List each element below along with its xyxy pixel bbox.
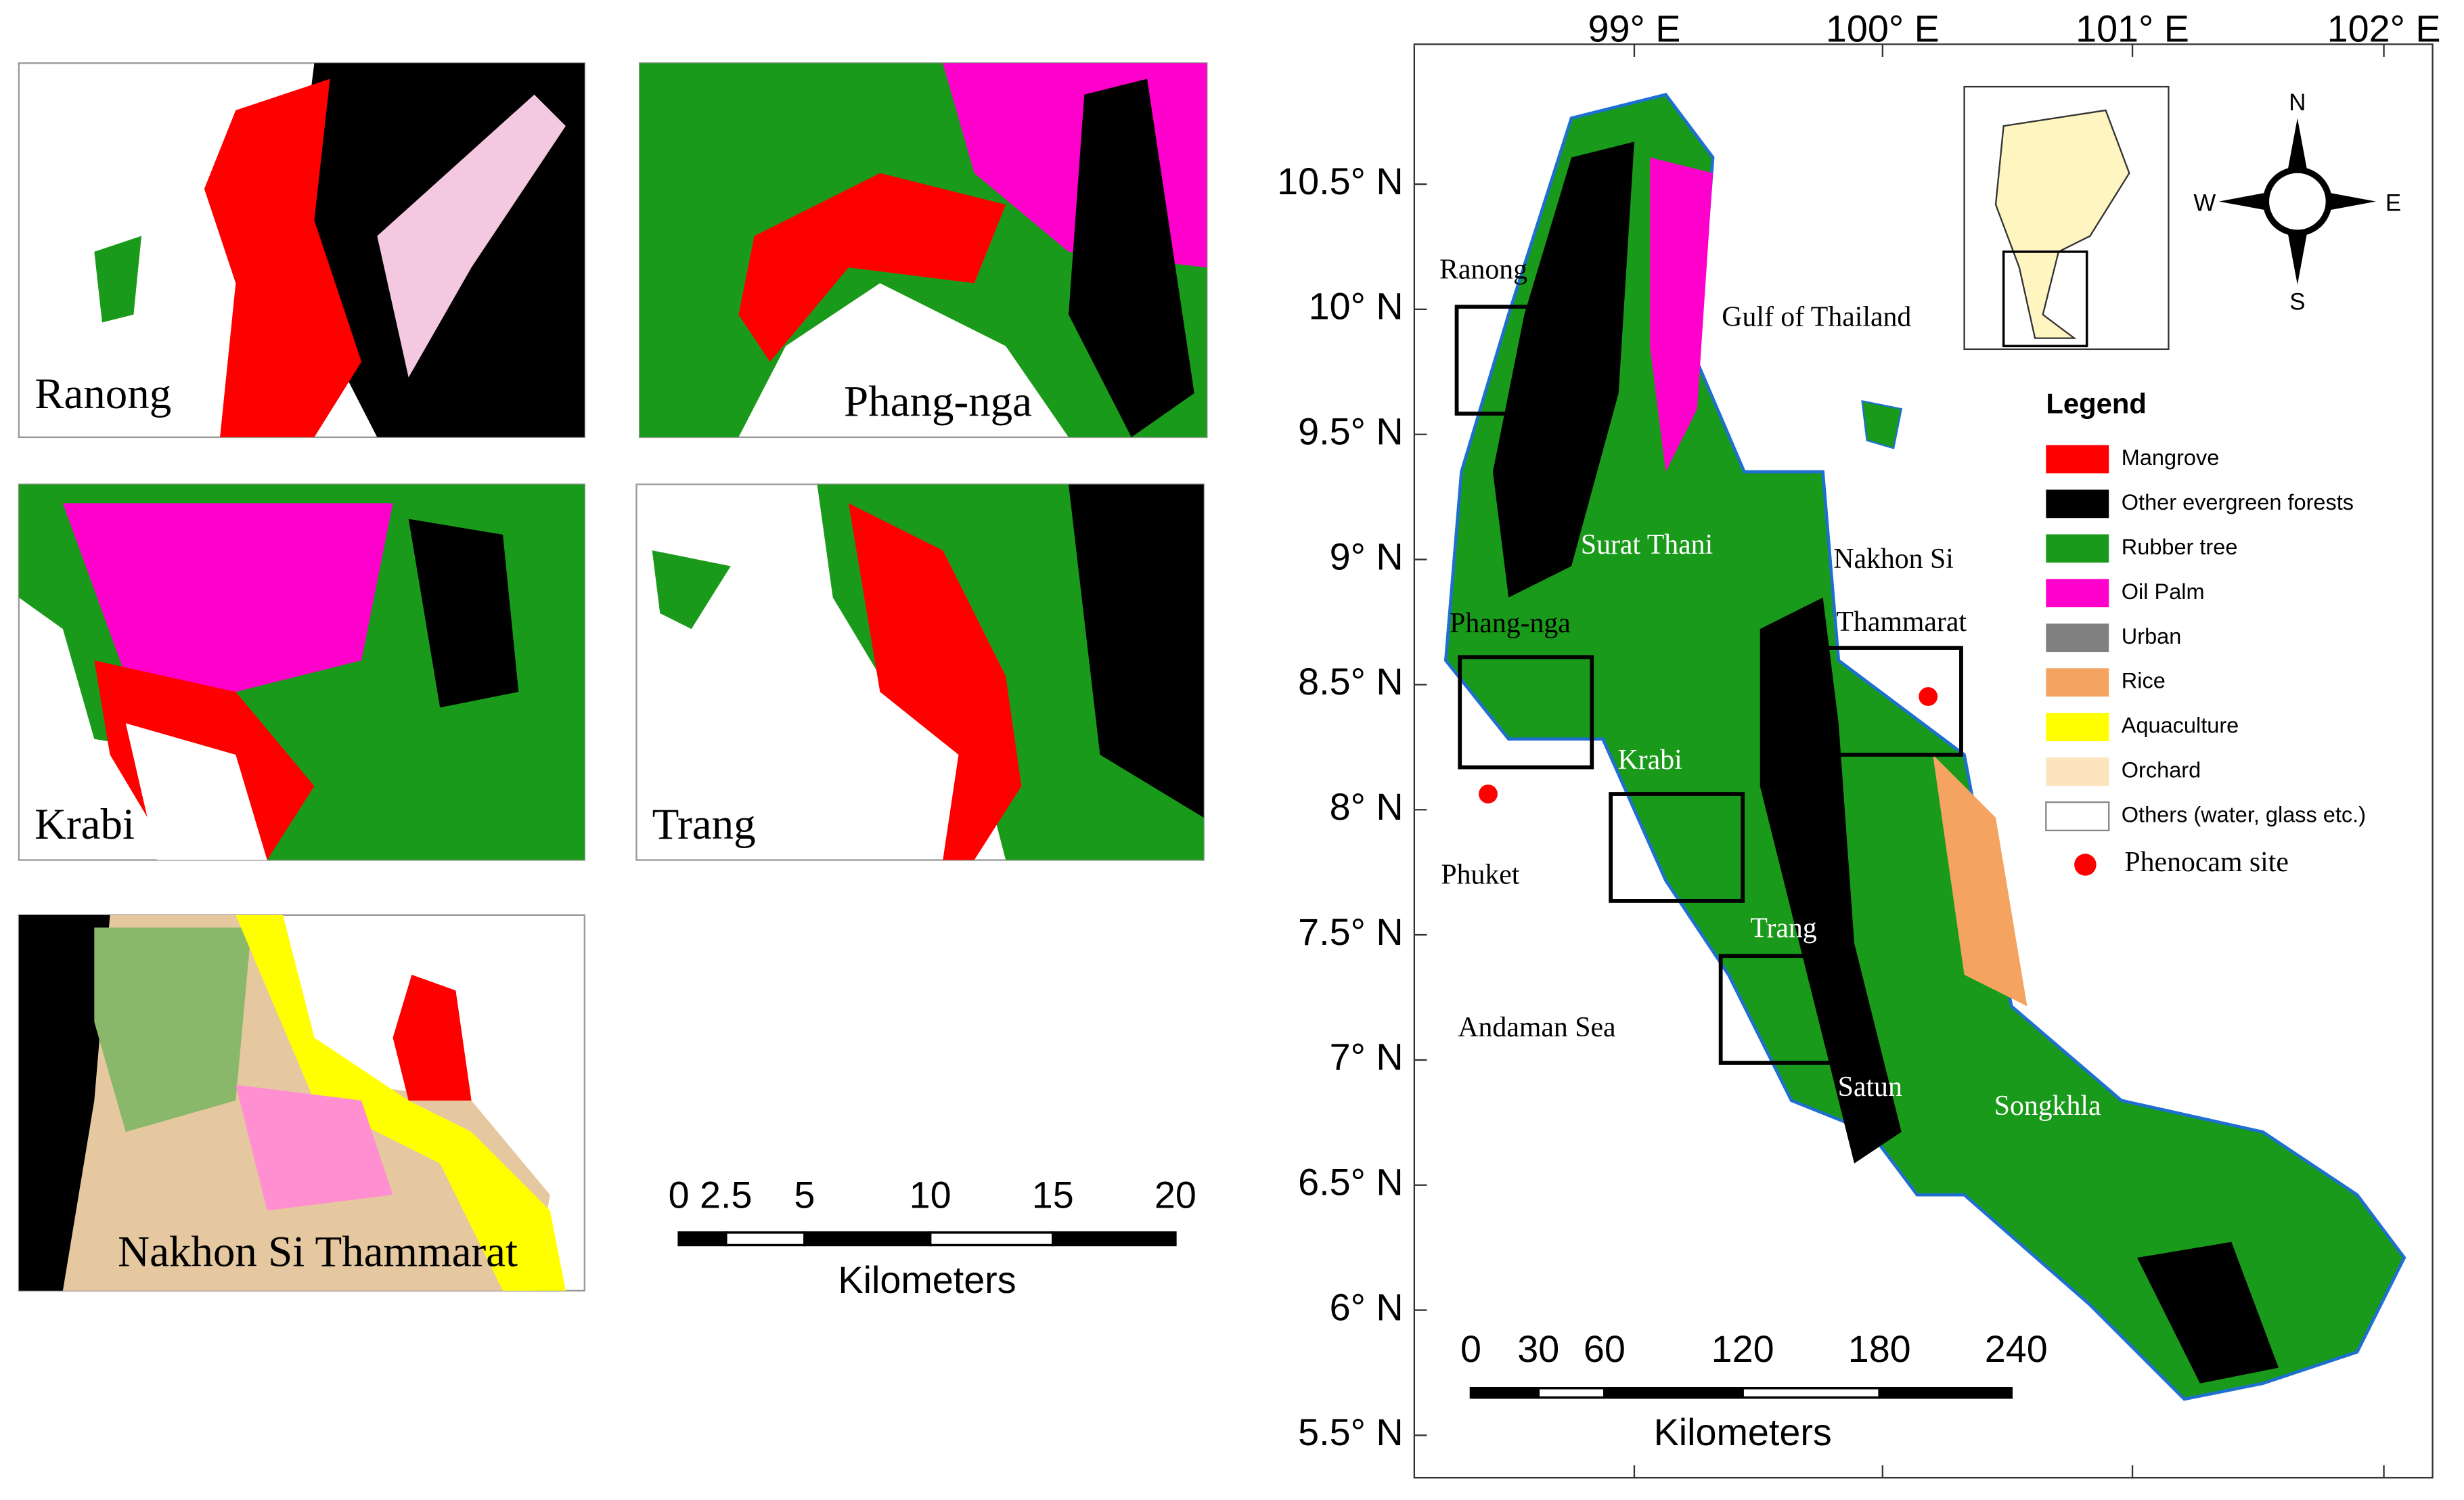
legend-label: Rice — [2122, 669, 2166, 693]
scale-segment — [677, 1231, 727, 1247]
legend-swatch — [2046, 623, 2109, 653]
scale-segment — [1603, 1387, 1744, 1399]
scale-segment — [1878, 1387, 2013, 1399]
inset-label: Phang-nga — [844, 377, 1032, 426]
scale-unit: Kilometers — [838, 1259, 1016, 1301]
lon-label: 102° E — [2327, 8, 2441, 50]
inset-label: Krabi — [35, 800, 135, 849]
place-label: Thammarat — [1836, 606, 1967, 638]
place-label: Surat Thani — [1581, 529, 1713, 560]
legend-swatch — [2046, 757, 2109, 786]
legend-title: Legend — [2046, 388, 2147, 420]
compass-letter: S — [2289, 289, 2305, 315]
lat-label: 7° N — [1330, 1036, 1404, 1078]
place-label: Songkhla — [1994, 1090, 2101, 1122]
legend-marker — [2074, 854, 2097, 876]
legend-label: Others (water, glass etc.) — [2122, 803, 2366, 827]
scale-tick-label: 15 — [1032, 1174, 1074, 1216]
lat-label: 8° N — [1330, 786, 1404, 828]
inset-label: Nakhon Si Thammarat — [118, 1228, 518, 1277]
scale-segment — [1537, 1387, 1606, 1399]
scale-tick-label: 0 — [669, 1174, 690, 1216]
place-label: Satun — [1838, 1072, 1902, 1103]
compass-letter: E — [2385, 190, 2401, 216]
place-label: Nakhon Si — [1833, 544, 1954, 575]
compass-letter: N — [2289, 89, 2306, 116]
scale-tick-label: 2.5 — [700, 1174, 752, 1216]
legend-label: Orchard — [2122, 758, 2201, 782]
legend-swatch — [2046, 534, 2109, 563]
legend-swatch — [2046, 713, 2109, 741]
scale-tick-label: 180 — [1848, 1328, 1911, 1370]
scale-tick-label: 240 — [1985, 1328, 2048, 1370]
lon-label: 101° E — [2076, 8, 2189, 50]
lat-label: 5.5° N — [1298, 1411, 1403, 1453]
scale-segment — [928, 1231, 1054, 1247]
lon-label: 100° E — [1826, 8, 1940, 50]
lat-label: 10.5° N — [1277, 160, 1403, 202]
main-map — [1413, 43, 2434, 1479]
scale-segment — [803, 1231, 932, 1247]
place-label: Ranong — [1439, 255, 1527, 286]
scale-segment — [725, 1231, 806, 1247]
inset-trang — [635, 483, 1205, 861]
lat-label: 8.5° N — [1298, 661, 1403, 703]
lat-label: 6.5° N — [1298, 1161, 1403, 1203]
lat-label: 10° N — [1309, 286, 1404, 328]
place-label: Phang-nga — [1450, 608, 1571, 639]
legend-swatch — [2046, 579, 2109, 608]
phenocam-marker — [1919, 687, 1938, 706]
scale-unit: Kilometers — [1654, 1411, 1832, 1453]
inset-label: Ranong — [35, 370, 171, 418]
place-label: Andaman Sea — [1458, 1012, 1615, 1043]
scale-segment — [1469, 1387, 1540, 1399]
legend-label: Urban — [2122, 624, 2182, 648]
place-label: Trang — [1750, 913, 1816, 944]
lon-label: 99° E — [1588, 8, 1680, 50]
legend-label: Phenocam site — [2124, 847, 2289, 878]
scale-tick-label: 20 — [1155, 1174, 1196, 1216]
lat-label: 6° N — [1330, 1286, 1404, 1328]
lat-label: 7.5° N — [1298, 911, 1403, 953]
place-label: Gulf of Thailand — [1722, 301, 1911, 332]
legend-label: Other evergreen forests — [2122, 490, 2354, 514]
place-label: Krabi — [1618, 745, 1682, 776]
compass-rose — [2218, 118, 2376, 285]
scale-tick-label: 120 — [1711, 1328, 1774, 1370]
inset-ranong — [18, 62, 585, 439]
inset-phang-nga — [638, 62, 1208, 439]
legend-label: Mangrove — [2122, 445, 2220, 470]
inset-krabi — [18, 483, 585, 861]
place-label: Phuket — [1441, 860, 1519, 891]
inset-nakhon — [18, 914, 585, 1292]
phenocam-marker — [1479, 785, 1498, 803]
compass-letter: W — [2193, 190, 2216, 216]
scale-segment — [1052, 1231, 1177, 1247]
scale-tick-label: 10 — [910, 1174, 951, 1216]
legend-label: Oil Palm — [2122, 579, 2205, 604]
scale-tick-label: 30 — [1517, 1328, 1559, 1370]
inset-label: Trang — [652, 800, 756, 849]
legend-swatch — [2046, 489, 2109, 519]
scale-segment — [1741, 1387, 1881, 1399]
scale-tick-label: 5 — [794, 1174, 815, 1216]
legend-swatch — [2046, 445, 2109, 474]
legend-swatch — [2046, 668, 2109, 697]
scale-tick-label: 60 — [1584, 1328, 1626, 1370]
scale-tick-label: 0 — [1460, 1328, 1481, 1370]
legend-label: Rubber tree — [2122, 535, 2238, 559]
legend-label: Aquaculture — [2122, 713, 2239, 738]
legend-swatch — [2045, 801, 2110, 832]
lat-label: 9.5° N — [1298, 410, 1403, 452]
lat-label: 9° N — [1330, 535, 1404, 577]
